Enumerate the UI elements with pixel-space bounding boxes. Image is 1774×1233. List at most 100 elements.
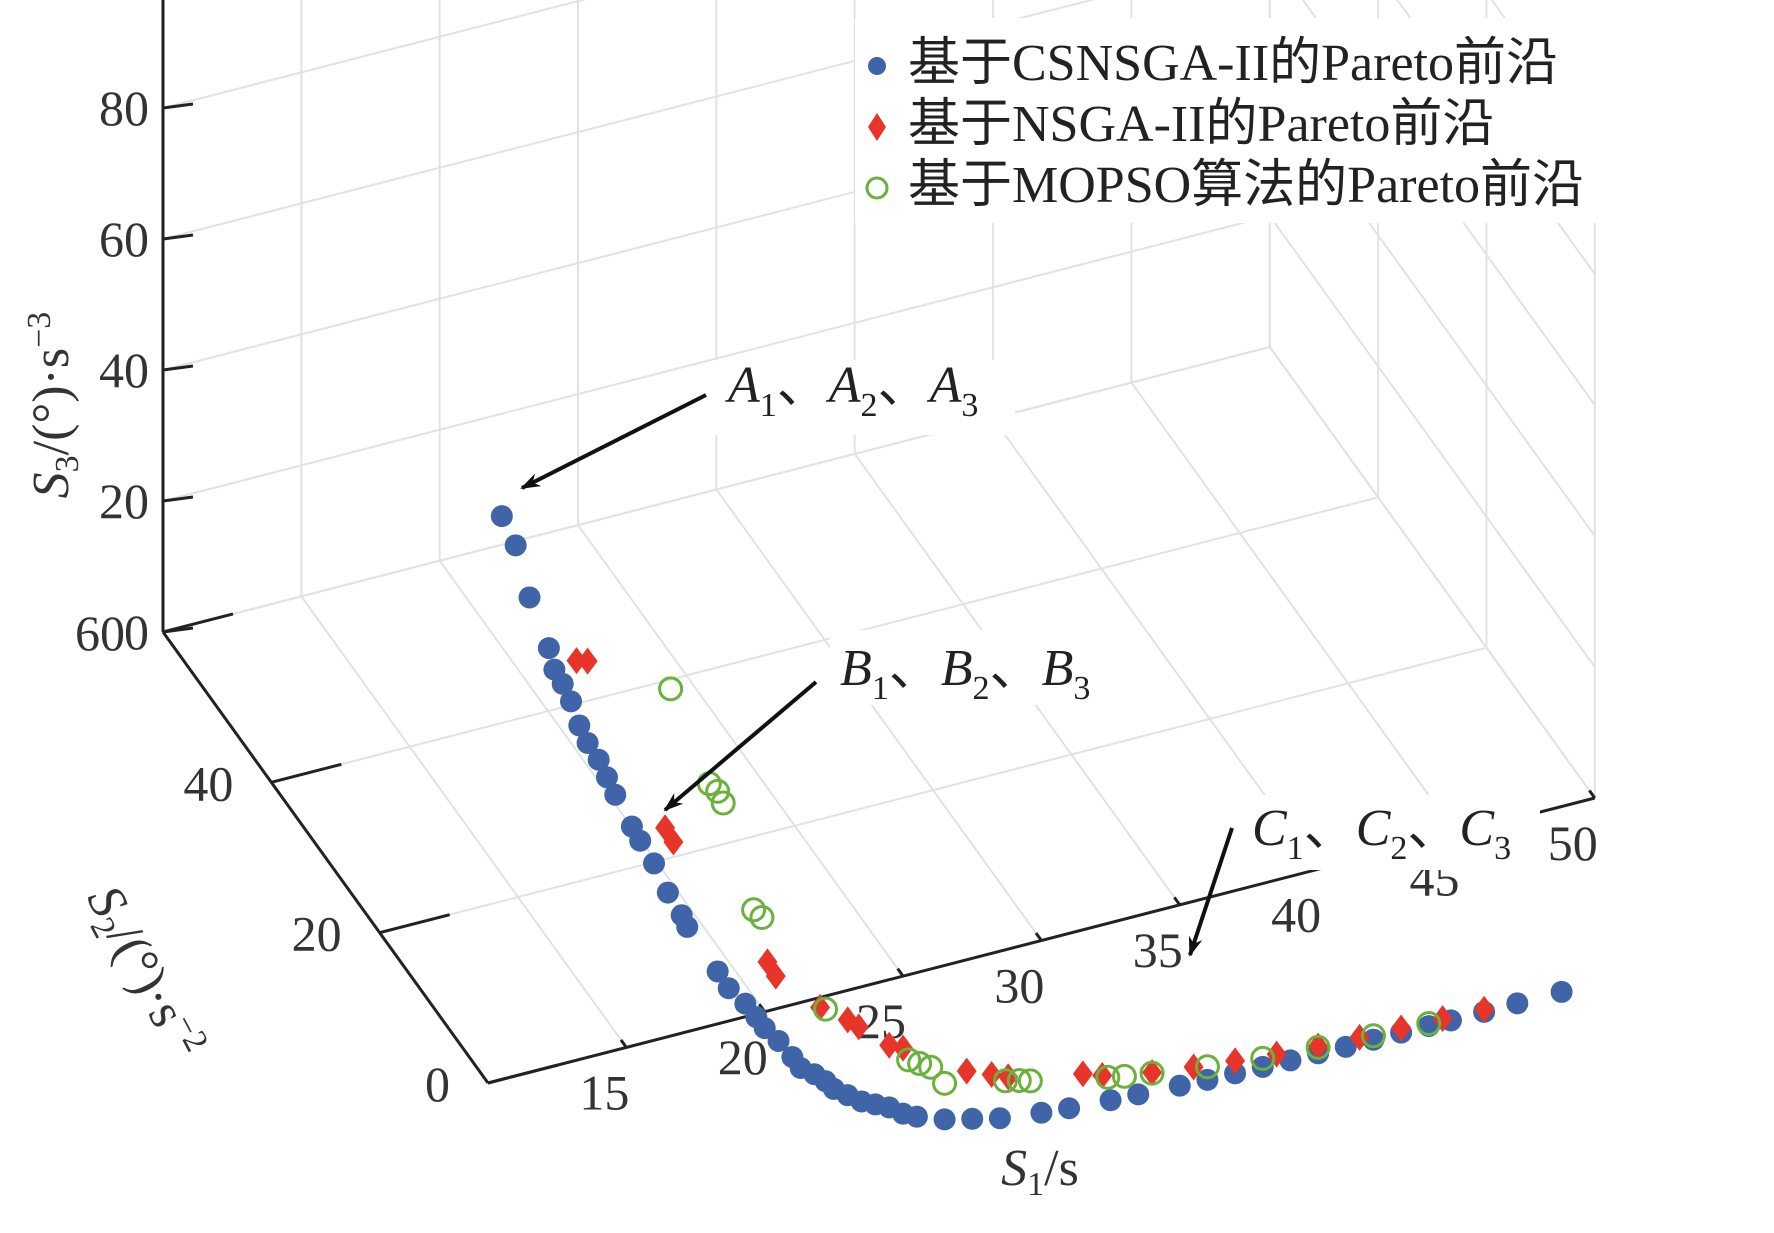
floor-gridline-x bbox=[577, 524, 904, 977]
legend-label-csnsga-ii: 基于CSNSGA-II的Pareto前沿 bbox=[908, 35, 1558, 92]
data-point bbox=[1250, 1045, 1276, 1071]
floor-gridline-y bbox=[379, 646, 1487, 934]
data-point bbox=[1017, 1068, 1043, 1094]
y-tick-mark bbox=[379, 913, 451, 935]
data-point bbox=[1196, 1068, 1219, 1091]
data-point bbox=[961, 1107, 984, 1130]
z-tick-label: 60 bbox=[99, 211, 149, 267]
data-point bbox=[1305, 1034, 1331, 1060]
data-point bbox=[988, 1107, 1011, 1130]
data-point bbox=[1506, 992, 1529, 1015]
data-point bbox=[1251, 1055, 1274, 1078]
data-point bbox=[656, 881, 679, 904]
data-point bbox=[848, 1013, 869, 1041]
x-tick-mark bbox=[619, 1038, 628, 1049]
data-point bbox=[765, 962, 786, 990]
data-point bbox=[741, 897, 767, 923]
data-point bbox=[992, 1068, 1018, 1094]
series-nsga-ii bbox=[566, 647, 1495, 1091]
data-point bbox=[587, 748, 610, 771]
data-point bbox=[932, 1070, 958, 1096]
data-point bbox=[767, 1029, 790, 1052]
y-tick-label: 20 bbox=[292, 906, 342, 962]
data-point bbox=[1030, 1101, 1053, 1124]
y-tick-label: 40 bbox=[183, 755, 233, 811]
x-tick-label: 30 bbox=[994, 958, 1044, 1014]
data-point bbox=[595, 766, 618, 789]
data-point bbox=[706, 960, 729, 983]
data-point bbox=[676, 915, 699, 938]
z-tick-label: 40 bbox=[99, 342, 149, 398]
data-point bbox=[566, 647, 587, 675]
legend-marker-nsga-ii bbox=[868, 113, 886, 141]
back-gridline-z bbox=[162, 346, 1271, 633]
z-tick-label: 0 bbox=[124, 604, 149, 660]
y-tick-labels: 0 20 40 60 bbox=[75, 605, 450, 1112]
annotation-b-arrow bbox=[663, 680, 818, 812]
data-point bbox=[705, 778, 731, 804]
x-tick-mark bbox=[896, 967, 905, 978]
z-tick-label: 80 bbox=[99, 80, 149, 136]
data-point bbox=[1360, 1023, 1386, 1049]
data-point bbox=[896, 1047, 922, 1073]
data-point bbox=[518, 586, 541, 609]
legend-item-csnsga-ii: 基于CSNSGA-II的Pareto前沿 bbox=[868, 35, 1558, 92]
annotation-a: A1、A2、A3 bbox=[520, 357, 1015, 490]
floor-gridline-x bbox=[992, 417, 1319, 870]
data-point bbox=[663, 828, 684, 856]
x-axis-label: S1/s bbox=[1001, 1140, 1079, 1203]
y-tick-label: 60 bbox=[75, 605, 125, 661]
floor-gridline-x bbox=[300, 595, 628, 1048]
x-tick-mark bbox=[1173, 896, 1181, 906]
data-point bbox=[643, 852, 666, 875]
z-tick-labels: 0 20 40 60 80 100 bbox=[74, 0, 149, 660]
data-point bbox=[813, 996, 839, 1022]
legend-marker-csnsga-ii bbox=[868, 57, 886, 75]
data-point bbox=[1416, 1010, 1442, 1036]
data-point bbox=[576, 731, 599, 754]
data-point bbox=[560, 690, 583, 713]
annotation-c-arrow bbox=[1188, 827, 1234, 957]
data-point bbox=[918, 1054, 944, 1080]
data-point bbox=[1095, 1064, 1121, 1090]
legend: 基于CSNSGA-II的Pareto前沿 基于NSGA-II的Pareto前沿 … bbox=[855, 18, 1773, 223]
annotation-b: B1、B2、B3 bbox=[663, 630, 1130, 812]
data-point bbox=[1266, 1040, 1287, 1068]
data-point bbox=[551, 672, 574, 695]
data-point bbox=[1334, 1035, 1357, 1058]
z-axis-label: S3/(°)·s−3 bbox=[21, 312, 86, 499]
data-point bbox=[629, 829, 652, 852]
y-tick-label: 0 bbox=[425, 1056, 450, 1112]
z-tick-mark bbox=[162, 495, 194, 503]
data-point bbox=[1168, 1074, 1191, 1097]
y-tick-mark bbox=[270, 762, 342, 784]
legend-marker-mopso bbox=[865, 176, 889, 200]
data-point bbox=[1072, 1060, 1093, 1088]
data-point bbox=[956, 1057, 977, 1085]
data-point bbox=[1550, 980, 1573, 1003]
z-tick-mark bbox=[162, 233, 194, 241]
legend-item-mopso: 基于MOPSO算法的Pareto前沿 bbox=[865, 157, 1584, 214]
legend-label-nsga-ii: 基于NSGA-II的Pareto前沿 bbox=[908, 96, 1494, 153]
data-point bbox=[1474, 995, 1495, 1023]
legend-item-nsga-ii: 基于NSGA-II的Pareto前沿 bbox=[868, 96, 1494, 153]
back-gridline-z bbox=[162, 215, 1271, 502]
x-tick-label: 50 bbox=[1548, 815, 1598, 871]
data-point bbox=[1194, 1054, 1220, 1080]
data-point bbox=[1058, 1097, 1081, 1120]
y-axis-line bbox=[161, 631, 490, 1084]
data-point bbox=[1111, 1063, 1137, 1089]
x-tick-label: 15 bbox=[579, 1064, 629, 1120]
data-point bbox=[1006, 1067, 1032, 1093]
series-csnsga-ii bbox=[490, 505, 1573, 1131]
floor-gridline-x bbox=[1130, 382, 1458, 835]
data-point bbox=[1391, 1014, 1412, 1042]
back-gridline-z bbox=[162, 0, 1096, 240]
data-point bbox=[490, 505, 513, 528]
y-tick-mark bbox=[487, 1063, 559, 1085]
annotation-b-label: B1、B2、B3 bbox=[840, 640, 1090, 707]
annotation-a-arrow bbox=[520, 393, 707, 490]
